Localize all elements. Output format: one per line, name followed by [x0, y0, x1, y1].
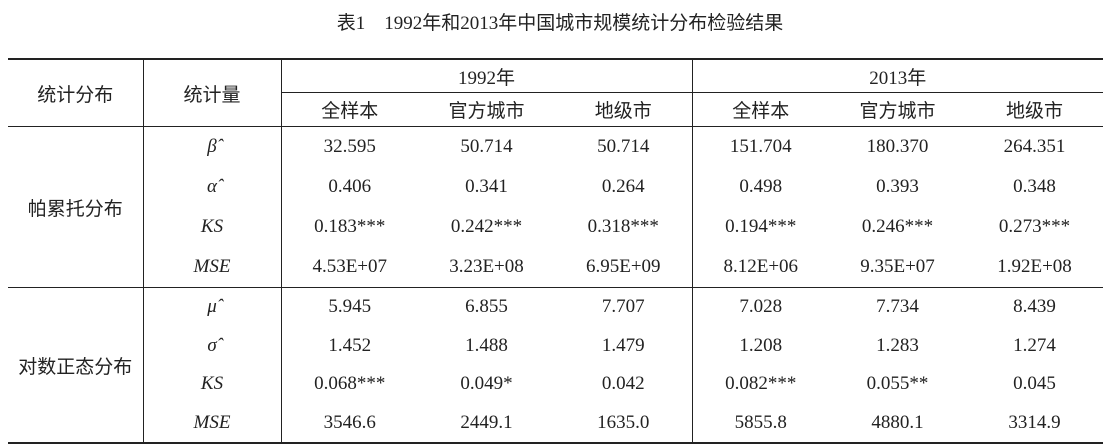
- value-cell: 5.945: [328, 296, 372, 318]
- sample-header: 官方城市: [829, 92, 967, 127]
- value-cell: 180.370: [866, 136, 929, 157]
- value-cell: 0.273***: [998, 216, 1071, 237]
- table-row: MSE 4.53E+07 3.23E+08 6.95E+09 8.12E+06 9.35E…: [8, 247, 1104, 288]
- table-row: KS 0.183*** 0.242*** 0.318*** 0.194*** 0.246*…: [8, 207, 1103, 247]
- value-cell: 2449.1: [460, 411, 513, 433]
- value-cell: 1.274: [1013, 334, 1056, 356]
- table-row: σ̂ 1.452 1.488 1.479 1.208 1.283 1.274: [8, 326, 1103, 365]
- value-cell: 7.707: [555, 287, 693, 327]
- statistic: KS: [143, 365, 282, 404]
- value-cell: 5855.8: [734, 411, 787, 433]
- value-cell: 7.734: [876, 296, 919, 318]
- value-cell: 0.318***: [555, 207, 693, 247]
- value-cell: 0.406: [328, 176, 372, 197]
- results-table: 统计分布 统计量 1992年 2013年 全样本 官方城市 地级市 全样本 官方城市 地级…: [8, 58, 1104, 444]
- value-cell: 3314.9: [1008, 411, 1061, 433]
- value-cell: 1.479: [555, 326, 693, 365]
- statistic: KS: [143, 207, 282, 247]
- value-cell: 7.028: [739, 296, 783, 318]
- value-cell: 0.194***: [725, 216, 797, 237]
- header-cell: 统计量: [143, 59, 282, 127]
- value-cell: 264.351: [1003, 136, 1066, 157]
- statistic: σ̂: [143, 326, 282, 365]
- value-cell: 151.704: [729, 136, 792, 157]
- value-cell: 0.045: [1013, 373, 1056, 395]
- statistic: MSE: [143, 403, 282, 443]
- value-cell: 8.12E+06: [692, 247, 830, 288]
- value-cell: 0.393: [876, 176, 919, 197]
- table-row: KS 0.068*** 0.049* 0.042 0.082*** 0.055** 0.04…: [8, 365, 1103, 404]
- value-cell: 0.042: [555, 365, 693, 404]
- value-cell: 0.055**: [866, 373, 929, 395]
- value-cell: 6.855: [465, 296, 508, 318]
- table-row: α̂ 0.406 0.341 0.264 0.498 0.393 0.348: [8, 167, 1103, 207]
- sample-header: 地级市: [555, 92, 693, 127]
- value-cell: 4880.1: [871, 411, 924, 433]
- value-cell: 1.208: [739, 334, 783, 356]
- value-cell: 6.95E+09: [555, 247, 693, 288]
- value-cell: 8.439: [1013, 296, 1056, 318]
- value-cell: 3546.6: [323, 411, 376, 433]
- table-title: 表1 1992年和2013年中国城市规模统计分布检验结果: [336, 13, 784, 34]
- value-cell: 0.049*: [460, 373, 513, 395]
- value-cell: 50.714: [460, 136, 513, 157]
- value-cell: 1.452: [328, 334, 372, 356]
- sample-header: 地级市: [966, 92, 1104, 127]
- group-name: 对数正态分布: [8, 287, 144, 443]
- table-row: MSE 3546.6 2449.1 1635.0 5855.8 4880.1 3314.9: [8, 403, 1103, 443]
- table-row: 帕累托分布 β̂ 32.595 50.714 50.714 151.704 180.370 2…: [8, 126, 1103, 288]
- sample-header: 全样本: [692, 92, 830, 127]
- period-header: 2013年: [692, 59, 1104, 93]
- value-cell: 0.082***: [725, 373, 797, 395]
- group-name: 帕累托分布: [8, 126, 144, 288]
- sample-header: 全样本: [281, 92, 418, 127]
- period-header: 1992年: [281, 59, 693, 93]
- statistic: μ̂: [143, 287, 282, 327]
- table-row: 对数正态分布 μ̂ 5.945 6.855 7.707 7.028 7.734 8.439: [8, 287, 1103, 443]
- value-cell: 4.53E+07: [281, 247, 418, 288]
- value-cell: 1.92E+08: [966, 247, 1104, 288]
- value-cell: 0.183***: [314, 216, 386, 237]
- value-cell: 0.348: [1013, 176, 1056, 197]
- value-cell: 32.595: [323, 136, 376, 157]
- value-cell: 1635.0: [555, 403, 693, 443]
- header-cell: 统计分布: [8, 59, 144, 127]
- statistic: MSE: [143, 247, 282, 288]
- value-cell: 0.341: [465, 176, 508, 197]
- value-cell: 1.283: [876, 334, 919, 356]
- statistic: β̂: [143, 126, 282, 167]
- sample-header: 官方城市: [418, 92, 555, 127]
- value-cell: 0.068***: [314, 373, 386, 395]
- value-cell: 0.264: [555, 167, 693, 207]
- statistic: α̂: [143, 167, 282, 207]
- value-cell: 1.488: [465, 334, 508, 356]
- value-cell: 0.242***: [450, 216, 523, 237]
- value-cell: 0.246***: [861, 216, 934, 237]
- value-cell: 3.23E+08: [418, 247, 555, 288]
- value-cell: 50.714: [555, 126, 693, 167]
- value-cell: 0.498: [739, 176, 783, 197]
- value-cell: 9.35E+07: [829, 247, 967, 288]
